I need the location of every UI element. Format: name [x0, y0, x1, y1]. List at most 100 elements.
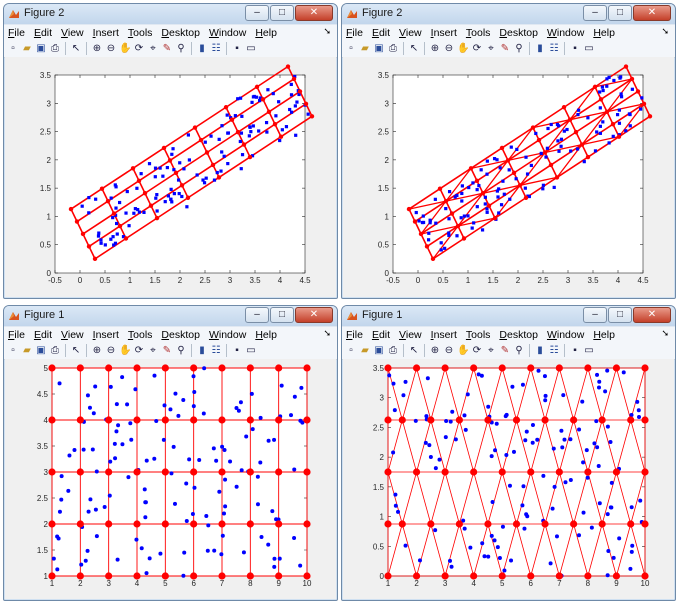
pointer-icon[interactable]: ↖: [71, 344, 81, 356]
title-bar[interactable]: Figure 1 – □ ✕: [342, 306, 675, 326]
menu-item-view[interactable]: View: [399, 27, 422, 39]
data-cursor-icon[interactable]: ⌖: [150, 344, 156, 356]
hide-plot-tools-icon[interactable]: ▪: [235, 42, 239, 54]
colorbar-icon[interactable]: ▮: [537, 42, 543, 54]
hide-plot-tools-icon[interactable]: ▪: [573, 42, 577, 54]
data-cursor-icon[interactable]: ⌖: [488, 344, 494, 356]
menu-item-insert[interactable]: Insert: [93, 329, 119, 341]
menu-item-file[interactable]: File: [8, 27, 25, 39]
legend-icon[interactable]: ☷: [549, 344, 559, 356]
menu-item-insert[interactable]: Insert: [431, 27, 457, 39]
data-cursor-icon[interactable]: ⌖: [488, 42, 494, 54]
menu-item-help[interactable]: Help: [593, 27, 615, 39]
menu-item-edit[interactable]: Edit: [34, 329, 52, 341]
brush-icon[interactable]: ✎: [500, 42, 510, 54]
hide-plot-tools-icon[interactable]: ▪: [235, 344, 239, 356]
open-file-icon[interactable]: ▰: [361, 344, 369, 356]
save-icon[interactable]: ▣: [374, 42, 384, 54]
figure-window[interactable]: Figure 2 – □ ✕ File Edit View Insert Tools Deskto…: [3, 3, 338, 299]
figure-window[interactable]: Figure 2 – □ ✕ File Edit View Insert Tools Deskto…: [341, 3, 676, 299]
legend-icon[interactable]: ☷: [549, 42, 559, 54]
maximize-button[interactable]: □: [608, 307, 632, 323]
pan-icon[interactable]: ✋: [457, 344, 470, 356]
title-bar[interactable]: Figure 1 – □ ✕: [4, 306, 337, 326]
pan-icon[interactable]: ✋: [119, 42, 132, 54]
pointer-icon[interactable]: ↖: [409, 42, 419, 54]
menu-item-file[interactable]: File: [346, 329, 363, 341]
rotate-3d-icon[interactable]: ⟳: [472, 42, 482, 54]
new-figure-icon[interactable]: ▫: [11, 344, 15, 356]
menu-item-file[interactable]: File: [346, 27, 363, 39]
pan-icon[interactable]: ✋: [457, 42, 470, 54]
zoom-in-icon[interactable]: ⊕: [92, 344, 102, 356]
menu-item-tools[interactable]: Tools: [128, 27, 153, 39]
show-plot-tools-icon[interactable]: ▭: [584, 344, 594, 356]
brush-icon[interactable]: ✎: [162, 344, 172, 356]
figure-window[interactable]: Figure 1 – □ ✕ File Edit View Insert Tools Deskto…: [341, 305, 676, 601]
legend-icon[interactable]: ☷: [211, 42, 221, 54]
menu-item-edit[interactable]: Edit: [372, 27, 390, 39]
menu-item-view[interactable]: View: [399, 329, 422, 341]
zoom-in-icon[interactable]: ⊕: [430, 42, 440, 54]
zoom-out-icon[interactable]: ⊖: [106, 344, 116, 356]
data-cursor-icon[interactable]: ⌖: [150, 42, 156, 54]
menu-item-tools[interactable]: Tools: [466, 27, 491, 39]
menu-item-help[interactable]: Help: [593, 329, 615, 341]
pointer-icon[interactable]: ↖: [71, 42, 81, 54]
zoom-out-icon[interactable]: ⊖: [106, 42, 116, 54]
new-figure-icon[interactable]: ▫: [11, 42, 15, 54]
show-plot-tools-icon[interactable]: ▭: [584, 42, 594, 54]
menu-item-desktop[interactable]: Desktop: [161, 27, 200, 39]
menu-item-edit[interactable]: Edit: [34, 27, 52, 39]
close-button[interactable]: ✕: [633, 5, 671, 21]
minimize-button[interactable]: –: [245, 307, 269, 323]
zoom-out-icon[interactable]: ⊖: [444, 42, 454, 54]
menu-item-window[interactable]: Window: [209, 329, 246, 341]
zoom-in-icon[interactable]: ⊕: [92, 42, 102, 54]
open-file-icon[interactable]: ▰: [361, 42, 369, 54]
maximize-button[interactable]: □: [270, 5, 294, 21]
legend-icon[interactable]: ☷: [211, 344, 221, 356]
print-icon[interactable]: ⎙: [51, 42, 59, 54]
dock-arrow-icon[interactable]: ➘: [323, 328, 331, 338]
show-plot-tools-icon[interactable]: ▭: [246, 344, 256, 356]
zoom-in-icon[interactable]: ⊕: [430, 344, 440, 356]
close-button[interactable]: ✕: [633, 307, 671, 323]
rotate-3d-icon[interactable]: ⟳: [472, 344, 482, 356]
open-file-icon[interactable]: ▰: [23, 42, 31, 54]
menu-item-window[interactable]: Window: [209, 27, 246, 39]
menu-item-insert[interactable]: Insert: [93, 27, 119, 39]
axes-box[interactable]: [54, 74, 306, 274]
dock-arrow-icon[interactable]: ➘: [661, 26, 669, 36]
menu-item-window[interactable]: Window: [547, 27, 584, 39]
menu-item-help[interactable]: Help: [255, 329, 277, 341]
open-file-icon[interactable]: ▰: [23, 344, 31, 356]
print-icon[interactable]: ⎙: [389, 344, 397, 356]
colorbar-icon[interactable]: ▮: [537, 344, 543, 356]
title-bar[interactable]: Figure 2 – □ ✕: [4, 4, 337, 24]
print-icon[interactable]: ⎙: [51, 344, 59, 356]
menu-item-tools[interactable]: Tools: [128, 329, 153, 341]
hide-plot-tools-icon[interactable]: ▪: [573, 344, 577, 356]
menu-item-tools[interactable]: Tools: [466, 329, 491, 341]
menu-item-insert[interactable]: Insert: [431, 329, 457, 341]
dock-arrow-icon[interactable]: ➘: [661, 328, 669, 338]
brush-icon[interactable]: ✎: [500, 344, 510, 356]
new-figure-icon[interactable]: ▫: [349, 344, 353, 356]
minimize-button[interactable]: –: [583, 307, 607, 323]
new-figure-icon[interactable]: ▫: [349, 42, 353, 54]
figure-window[interactable]: Figure 1 – □ ✕ File Edit View Insert Tools Deskto…: [3, 305, 338, 601]
zoom-out-icon[interactable]: ⊖: [444, 344, 454, 356]
menu-item-view[interactable]: View: [61, 27, 84, 39]
menu-item-desktop[interactable]: Desktop: [161, 329, 200, 341]
menu-item-desktop[interactable]: Desktop: [499, 27, 538, 39]
maximize-button[interactable]: □: [270, 307, 294, 323]
menu-item-file[interactable]: File: [8, 329, 25, 341]
save-icon[interactable]: ▣: [374, 344, 384, 356]
link-plot-icon[interactable]: ⚲: [177, 42, 185, 54]
pointer-icon[interactable]: ↖: [409, 344, 419, 356]
save-icon[interactable]: ▣: [36, 344, 46, 356]
minimize-button[interactable]: –: [245, 5, 269, 21]
pan-icon[interactable]: ✋: [119, 344, 132, 356]
brush-icon[interactable]: ✎: [162, 42, 172, 54]
